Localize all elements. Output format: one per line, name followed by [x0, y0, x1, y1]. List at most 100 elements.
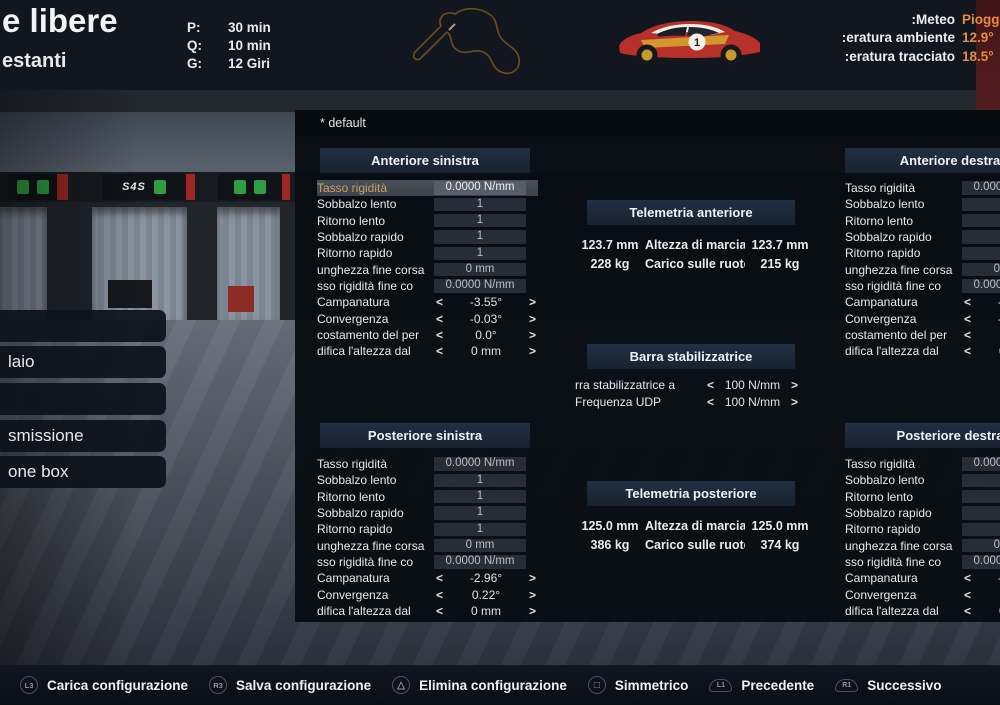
setup-row[interactable]: Ritorno lento 1 — [845, 489, 1000, 505]
setup-row[interactable]: Convergenza <0.22°> — [845, 586, 1000, 602]
setup-row[interactable]: Sobbalzo rapido 1 — [317, 229, 538, 245]
setup-row[interactable]: Frequenza UDP <100 N/mm > — [575, 394, 800, 412]
stepper-value: -2.96° — [973, 571, 1000, 585]
decrease-arrow[interactable]: < — [963, 603, 971, 618]
stepper: <100 N/mm > — [705, 378, 800, 392]
setup-row[interactable]: Sobbalzo rapido 1 — [845, 229, 1000, 245]
decrease-arrow[interactable]: < — [963, 311, 971, 326]
setup-row[interactable]: costamento del per <0.0°> — [317, 327, 538, 343]
setup-row[interactable]: difica l'altezza dal <0 mm> — [845, 343, 1000, 359]
setup-row[interactable]: unghezza fine corsa 0 mm — [845, 537, 1000, 553]
setup-row[interactable]: sso rigidità fine co 0.0000 N/mm — [845, 278, 1000, 294]
setup-row[interactable]: Campanatura <-2.96°> — [317, 570, 538, 586]
section-header-rear-left: Posteriore sinistra — [320, 423, 530, 448]
setup-row[interactable]: Campanatura <-2.96°> — [845, 570, 1000, 586]
setup-row[interactable]: sso rigidità fine co 0.0000 N/mm — [317, 554, 538, 570]
decrease-arrow[interactable]: < — [963, 571, 971, 586]
setup-row[interactable]: difica l'altezza dal <0 mm> — [317, 603, 538, 619]
decrease-arrow[interactable]: < — [963, 587, 971, 602]
sidebar-item-1[interactable] — [0, 310, 166, 342]
decrease-arrow[interactable]: < — [706, 395, 714, 410]
setup-row[interactable]: Convergenza <-0.03°> — [845, 310, 1000, 326]
setup-row[interactable]: Campanatura <-3.55°> — [317, 294, 538, 310]
footer-button[interactable]: L1 Precedente — [709, 678, 814, 693]
setup-row[interactable]: Campanatura <-3.55°> — [845, 294, 1000, 310]
setup-row-label: Ritorno rapido — [845, 246, 921, 261]
stepper: <0 mm> — [962, 604, 1000, 618]
sidebar-item-3[interactable] — [0, 383, 166, 415]
setup-row[interactable]: Tasso rigidità 0.0000 N/mm — [317, 456, 538, 472]
setup-row[interactable]: Sobbalzo lento 1 — [845, 472, 1000, 488]
decrease-arrow[interactable]: < — [435, 295, 443, 310]
footer-button[interactable]: R3 Salva configurazione — [209, 676, 371, 694]
setup-row[interactable]: difica l'altezza dal <0 mm> — [845, 603, 1000, 619]
footer-button[interactable]: R1 Successivo — [835, 678, 942, 693]
setup-row[interactable]: Ritorno rapido 1 — [845, 521, 1000, 537]
setup-row[interactable]: unghezza fine corsa 0 mm — [845, 261, 1000, 277]
setup-row[interactable]: Ritorno lento 1 — [845, 213, 1000, 229]
decrease-arrow[interactable]: < — [435, 311, 443, 326]
setup-row[interactable]: Sobbalzo lento 1 — [317, 472, 538, 488]
increase-arrow[interactable]: > — [528, 587, 536, 602]
decrease-arrow[interactable]: < — [706, 377, 714, 392]
increase-arrow[interactable]: > — [528, 603, 536, 618]
increase-arrow[interactable]: > — [528, 295, 536, 310]
setup-row[interactable]: rra stabilizzatrice a <100 N/mm > — [575, 376, 800, 394]
sidebar-item-telaio[interactable]: laio — [0, 346, 166, 378]
stepper-value: 0.22° — [471, 587, 501, 602]
decrease-arrow[interactable]: < — [435, 571, 443, 586]
setup-row[interactable]: unghezza fine corsa 0 mm — [317, 261, 538, 277]
setup-row[interactable]: Tasso rigidità 0.0000 N/mm — [317, 180, 538, 197]
setup-row[interactable]: sso rigidità fine co 0.0000 N/mm — [845, 554, 1000, 570]
sidebar-item-box[interactable]: one box — [0, 456, 166, 488]
setup-row[interactable]: difica l'altezza dal <0 mm> — [317, 343, 538, 359]
increase-arrow[interactable]: > — [790, 395, 798, 410]
setup-tab-bar: * default — [295, 110, 1000, 136]
setup-row[interactable]: Sobbalzo rapido 1 — [317, 505, 538, 521]
stepper: <0.22° > — [434, 588, 538, 602]
setup-row[interactable]: Ritorno lento 1 — [317, 489, 538, 505]
setup-row-label: costamento del per — [845, 327, 948, 342]
stepper-value: 0.22° — [973, 588, 1000, 602]
telemetry-label: Carico sulle ruote — [645, 537, 745, 552]
setup-row[interactable]: costamento del per <0.0°> — [845, 327, 1000, 343]
setup-row[interactable]: Ritorno rapido 1 — [845, 245, 1000, 261]
setup-row[interactable]: Sobbalzo lento 1 — [845, 196, 1000, 212]
decrease-arrow[interactable]: < — [435, 327, 443, 342]
setup-row[interactable]: Convergenza <-0.03°> — [317, 310, 538, 326]
setup-row[interactable]: Ritorno rapido 1 — [317, 521, 538, 537]
footer-button[interactable]: □ Simmetrico — [587, 676, 688, 694]
decrease-arrow[interactable]: < — [963, 344, 971, 359]
setup-row-label: Tasso rigidità — [845, 181, 916, 196]
setup-row[interactable]: Convergenza <0.22°> — [317, 586, 538, 602]
setup-row[interactable]: unghezza fine corsa 0 mm — [317, 537, 538, 553]
decrease-arrow[interactable]: < — [963, 327, 971, 342]
decrease-arrow[interactable]: < — [435, 587, 443, 602]
sidebar-item-trasmissione[interactable]: smissione — [0, 420, 166, 452]
increase-arrow[interactable]: > — [528, 344, 536, 359]
decrease-arrow[interactable]: < — [963, 295, 971, 310]
setup-row[interactable]: Sobbalzo lento 1 — [317, 196, 538, 212]
decrease-arrow[interactable]: < — [435, 344, 443, 359]
footer-button[interactable]: △ Elimina configurazione — [392, 676, 567, 694]
value-box: 1 — [962, 246, 1000, 261]
value-box: 0.0000 N/mm — [434, 457, 526, 471]
setup-row[interactable]: Tasso rigidità 0.0000 N/mm — [845, 456, 1000, 472]
increase-arrow[interactable]: > — [528, 327, 536, 342]
setup-row[interactable]: Tasso rigidità 0.0000 N/mm — [845, 180, 1000, 196]
footer-button[interactable]: L3 Carica configurazione — [20, 676, 188, 694]
increase-arrow[interactable]: > — [528, 571, 536, 586]
setup-row-label: Sobbalzo lento — [317, 473, 397, 488]
setup-row[interactable]: Ritorno rapido 1 — [317, 245, 538, 261]
decrease-arrow[interactable]: < — [435, 603, 443, 618]
stepper: <0 mm> — [962, 344, 1000, 358]
telemetry-row: 123.7 mm Altezza di marcia 123.7 mm — [575, 235, 815, 254]
tab-default[interactable]: * default — [320, 116, 366, 130]
value-box: 0.0000 N/mm — [962, 457, 1000, 471]
increase-arrow[interactable]: > — [528, 311, 536, 326]
setup-row[interactable]: Ritorno lento 1 — [317, 213, 538, 229]
setup-row[interactable]: sso rigidità fine co 0.0000 N/mm — [317, 278, 538, 294]
increase-arrow[interactable]: > — [790, 377, 798, 392]
weather-label: eratura tracciato: — [844, 48, 955, 64]
setup-row[interactable]: Sobbalzo rapido 1 — [845, 505, 1000, 521]
